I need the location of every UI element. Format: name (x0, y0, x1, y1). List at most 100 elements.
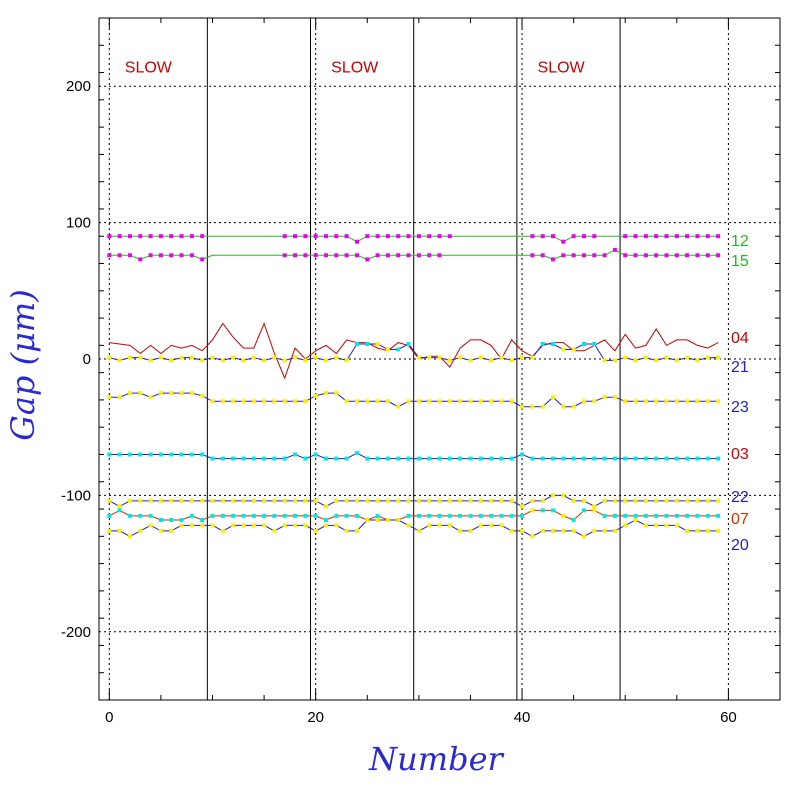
point-03 (344, 456, 349, 461)
point-07 (437, 513, 442, 518)
point-15 (571, 253, 576, 258)
point-23 (189, 391, 194, 396)
point-23 (695, 399, 700, 404)
point-03 (705, 456, 710, 461)
point-21 (200, 358, 205, 363)
point-20 (427, 523, 432, 528)
point-22 (499, 498, 504, 503)
point-20 (262, 523, 267, 528)
point-12 (365, 234, 370, 239)
point-20 (499, 523, 504, 528)
point-20 (612, 528, 617, 533)
point-07 (520, 513, 524, 518)
point-23 (355, 399, 359, 404)
point-07 (458, 513, 463, 518)
point-15 (179, 253, 184, 258)
point-07 (705, 513, 710, 518)
point-07 (117, 508, 122, 513)
series-line-12 (109, 235, 719, 243)
point-23 (468, 399, 473, 404)
point-22 (468, 498, 473, 503)
point-12 (169, 234, 174, 239)
point-20 (117, 528, 122, 533)
point-03 (437, 456, 442, 461)
point-23 (334, 391, 339, 396)
point-03 (674, 456, 679, 461)
point-12 (437, 234, 442, 239)
point-03 (551, 456, 555, 461)
x-tick-label: 0 (105, 709, 113, 726)
point-15 (334, 253, 339, 258)
point-23 (499, 399, 504, 404)
point-12 (427, 234, 432, 239)
point-07 (674, 513, 679, 518)
point-21 (695, 358, 700, 363)
point-21 (344, 358, 349, 363)
point-03 (571, 456, 576, 461)
point-07 (128, 513, 132, 518)
series-21 (107, 342, 721, 363)
point-12 (685, 234, 690, 239)
point-20 (344, 528, 349, 533)
point-20 (416, 528, 421, 533)
point-15 (664, 253, 669, 258)
point-22 (148, 498, 153, 503)
series-label-15: 15 (731, 253, 749, 270)
point-23 (520, 404, 524, 409)
point-23 (437, 399, 442, 404)
point-03 (416, 456, 421, 461)
point-07 (210, 513, 215, 518)
point-22 (458, 498, 463, 503)
point-21 (643, 355, 648, 360)
point-12 (344, 234, 349, 239)
point-23 (551, 395, 555, 400)
point-03 (334, 456, 339, 461)
point-07 (416, 513, 421, 518)
point-15 (427, 253, 432, 258)
point-07 (447, 513, 452, 518)
point-23 (540, 404, 545, 409)
point-20 (158, 528, 163, 533)
point-07 (158, 518, 163, 522)
point-21 (633, 358, 638, 363)
point-20 (375, 518, 380, 522)
point-21 (179, 355, 184, 360)
point-15 (716, 253, 721, 258)
point-03 (664, 456, 669, 461)
point-15 (355, 253, 359, 258)
point-21 (716, 355, 721, 360)
point-22 (612, 498, 617, 503)
point-07 (540, 508, 545, 513)
point-23 (107, 395, 112, 400)
point-21 (128, 355, 132, 360)
point-07 (262, 513, 267, 518)
point-23 (148, 395, 153, 400)
point-21 (468, 358, 473, 363)
point-22 (478, 498, 483, 503)
point-15 (540, 253, 545, 258)
x-tick-label: 60 (720, 709, 737, 726)
point-15 (406, 253, 411, 258)
point-15 (313, 253, 318, 258)
point-03 (530, 456, 535, 461)
point-23 (231, 399, 236, 404)
point-12 (324, 234, 328, 239)
x-tick-label: 40 (514, 709, 531, 726)
y-tick-label: 0 (83, 351, 91, 368)
point-07 (643, 513, 648, 518)
point-12 (313, 234, 318, 239)
point-21 (602, 358, 607, 363)
point-03 (189, 452, 194, 457)
point-03 (220, 456, 225, 461)
point-07 (189, 513, 194, 518)
point-07 (551, 508, 555, 513)
point-03 (107, 452, 112, 457)
point-15 (375, 253, 380, 258)
point-20 (365, 518, 370, 522)
point-21 (334, 355, 339, 360)
point-15 (303, 253, 308, 258)
point-07 (169, 518, 174, 522)
point-12 (705, 234, 710, 239)
point-07 (220, 513, 225, 518)
point-21 (416, 355, 421, 360)
